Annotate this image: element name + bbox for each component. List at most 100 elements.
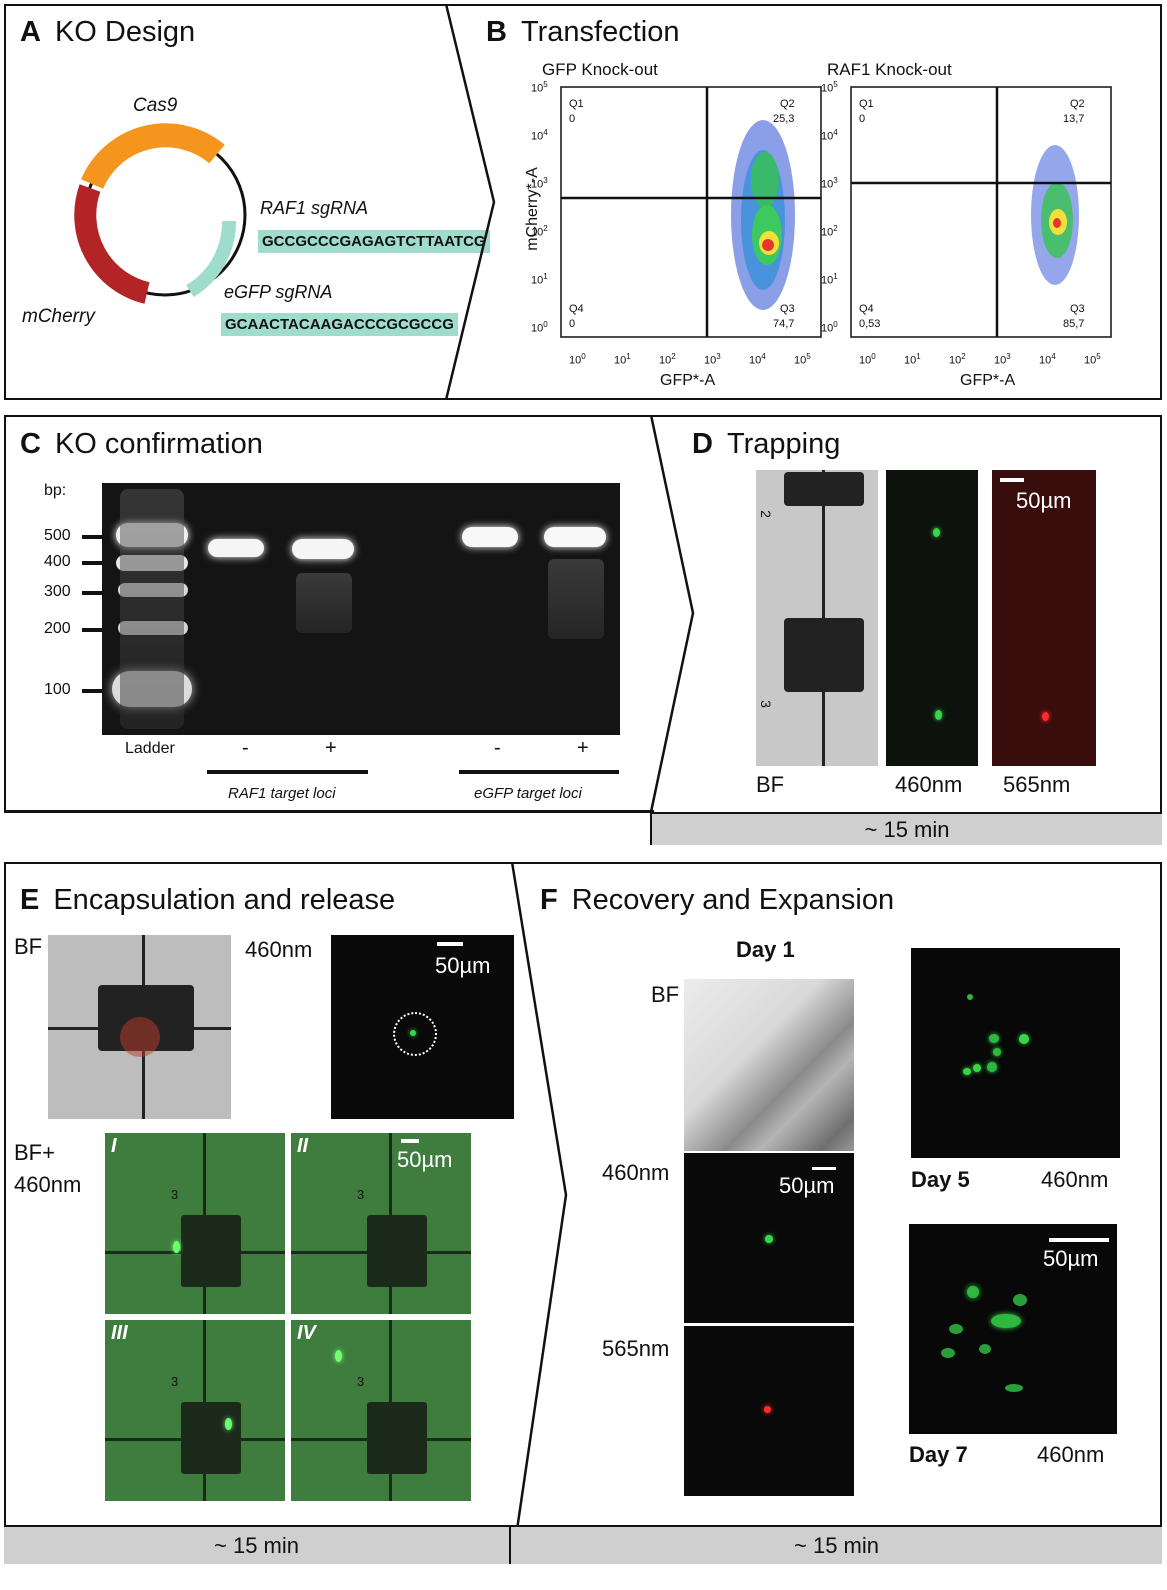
panel-ef-chevron: [510, 862, 568, 1564]
green-cell: [963, 1068, 971, 1075]
q3-value: 74,7: [773, 318, 795, 330]
red-trap-image: 50µm: [992, 470, 1096, 766]
panel-letter: F: [540, 884, 558, 916]
red-cell: [764, 1406, 771, 1413]
y-tick-label: 103: [821, 176, 838, 191]
y-tick-label: 102: [821, 224, 838, 239]
scale-bar: [1049, 1238, 1109, 1242]
size-marker-tick: [82, 628, 102, 632]
565nm-label: 565nm: [1003, 772, 1071, 797]
scale-bar: [437, 942, 463, 946]
q3-label: Q3: [780, 303, 795, 315]
q1-label: Q1: [859, 98, 874, 110]
panel-d-time-bar: ~ 15 min: [650, 812, 1162, 845]
panel-cd-chevron: [649, 415, 695, 812]
egfp-loci-label: eGFP target loci: [474, 785, 582, 802]
q1-label: Q1: [569, 98, 584, 110]
q2-label: Q2: [780, 98, 795, 110]
bf-label: BF: [14, 934, 43, 959]
size-marker-label: 100: [44, 681, 71, 698]
panel-e-time-bar: ~ 15 min: [4, 1525, 509, 1564]
plasmid-diagram: [74, 123, 247, 304]
565nm-label: 565nm: [602, 1336, 670, 1361]
green-trap-image: [886, 470, 978, 766]
green-cell: [987, 1062, 997, 1072]
trap-structure: [367, 1215, 427, 1287]
day1-460-image: 50µm: [684, 1153, 854, 1323]
panel-title-text: KO confirmation: [54, 428, 263, 460]
green-cell: [935, 710, 942, 720]
x-tick-label: 103: [994, 352, 1011, 367]
green-cell: [933, 528, 940, 537]
roman-numeral: IV: [297, 1322, 316, 1344]
chip-number: 3: [171, 1374, 179, 1389]
gel-image: [102, 483, 620, 735]
raf1-sequence: GCCGCCCGAGAGTCTTAATCG: [258, 230, 490, 253]
day7-image: 50µm: [909, 1224, 1117, 1434]
size-marker-tick: [82, 689, 102, 693]
cleavage-smear: [548, 559, 604, 639]
green-cell: [967, 1286, 979, 1298]
pcr-band: [544, 527, 606, 547]
pcr-band: [462, 527, 518, 547]
q2-label: Q2: [1070, 98, 1085, 110]
egfp-bracket: [459, 770, 619, 774]
x-tick-label: 100: [569, 352, 586, 367]
scale-bar: [812, 1167, 836, 1170]
scale-label: 50µm: [397, 1147, 453, 1172]
panel-letter: E: [20, 884, 40, 916]
cleavage-smear: [296, 573, 352, 633]
release-image: 3 IV: [291, 1320, 471, 1501]
release-image: 3 III: [105, 1320, 285, 1501]
q1-value: 0: [569, 113, 576, 125]
panel-b: [446, 4, 1162, 400]
size-marker-label: 500: [44, 527, 71, 544]
x-tick-label: 104: [1039, 352, 1056, 367]
raf1-loci-label: RAF1 target loci: [228, 785, 336, 802]
460nm-label: 460nm: [895, 772, 963, 797]
scale-label: 50µm: [1016, 488, 1072, 513]
q1-value: 0: [859, 113, 866, 125]
green-cell: [993, 1048, 1001, 1056]
panel-e-title: E Encapsulation and release: [20, 884, 395, 917]
x-axis-label: GFP*-A: [660, 372, 716, 389]
x-tick-label: 100: [859, 352, 876, 367]
lane-label-minus: -: [494, 737, 501, 759]
mcherry-label: mCherry: [22, 306, 95, 327]
cas9-segment: [80, 123, 225, 190]
460nm-label: 460nm: [1037, 1442, 1105, 1467]
panel-title-text: Transfection: [520, 16, 680, 48]
trap-structure: [181, 1215, 241, 1287]
y-tick-label: 102: [531, 224, 548, 239]
pcr-band: [208, 539, 264, 557]
scale-bar: [1000, 478, 1024, 482]
green-cell: [410, 1030, 416, 1036]
y-tick-label: 104: [531, 128, 548, 143]
lane-label-plus: +: [325, 737, 337, 759]
mcherry-segment: [74, 184, 150, 304]
bf-encapsulation-image: [48, 935, 231, 1119]
chip-number: 3: [171, 1187, 179, 1202]
panel-f-title: F Recovery and Expansion: [540, 884, 894, 917]
q2-value: 25,3: [773, 113, 795, 125]
green-cell: [1019, 1034, 1029, 1044]
green-cell: [173, 1241, 180, 1253]
chip-number: 2: [757, 510, 774, 518]
chip-number: 3: [357, 1187, 365, 1202]
flow-plot-2-title: RAF1 Knock-out: [827, 60, 952, 79]
flow-plot-1-title: GFP Knock-out: [542, 60, 658, 79]
scatter-cloud: [1031, 145, 1079, 285]
green-cell: [765, 1235, 773, 1243]
roman-numeral: II: [297, 1135, 309, 1157]
green-cell: [941, 1348, 955, 1358]
green-cell: [225, 1418, 232, 1430]
flow-plot-1: [560, 86, 822, 338]
q4-value: 0: [569, 318, 576, 330]
green-cell: [1013, 1294, 1027, 1306]
scatter-cloud: [731, 120, 795, 310]
panel-title-text: Trapping: [726, 428, 841, 460]
size-marker-label: 400: [44, 553, 71, 570]
y-tick-label: 100: [531, 320, 548, 335]
panel-letter: B: [486, 16, 507, 48]
